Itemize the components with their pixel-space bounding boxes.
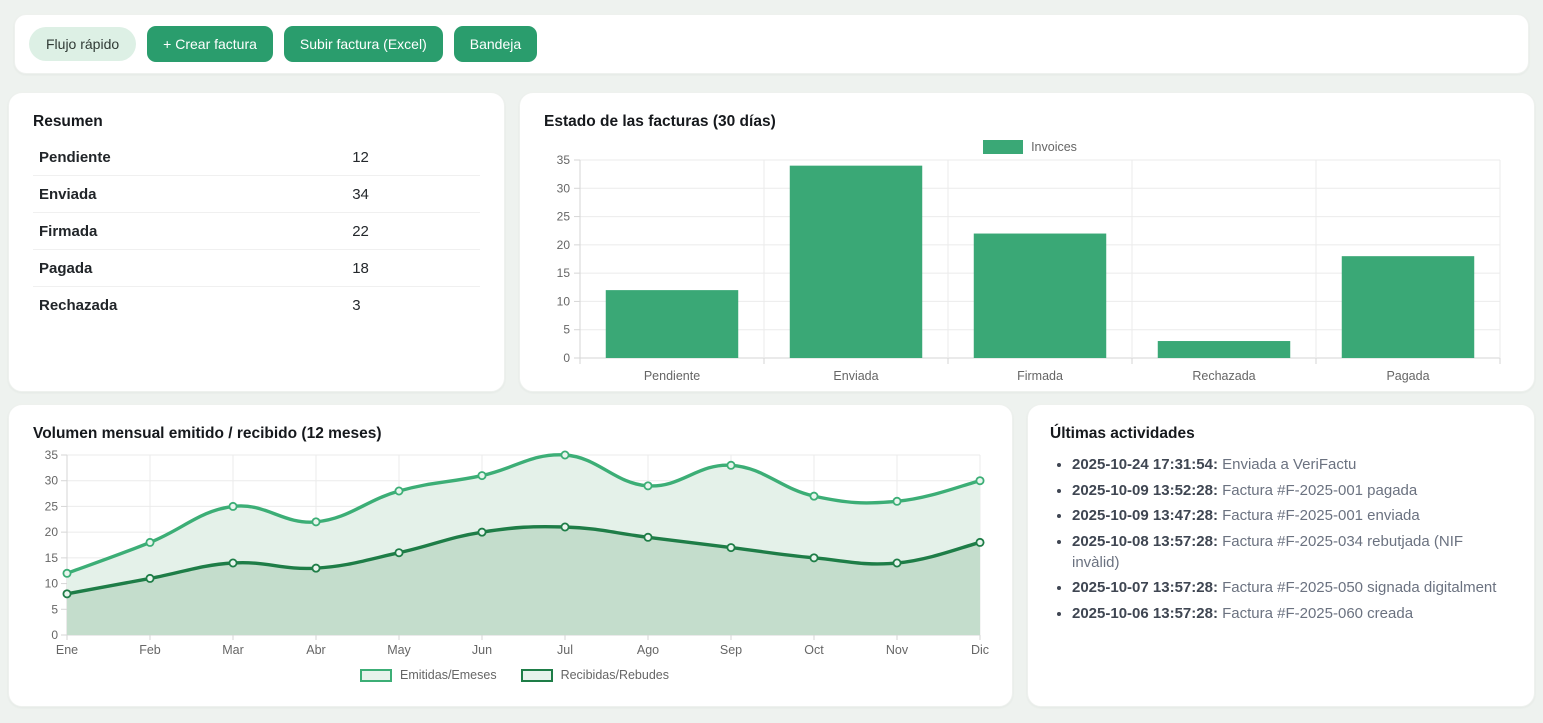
summary-value: 12 [352, 149, 369, 166]
svg-text:Feb: Feb [139, 643, 161, 657]
activities-title: Últimas actividades [1050, 425, 1195, 442]
quick-flow-pill[interactable]: Flujo rápido [29, 27, 137, 61]
summary-value: 22 [352, 223, 369, 240]
line-legend-label: Emitidas/Emeses [400, 668, 497, 682]
monthly-volume-line-chart: 0 5 10 15 20 25 30 35 Ene Feb Mar Abr May Jun Jul Ago Se… [33, 448, 996, 666]
activity-item: 2025-10-24 17:31:54: Enviada a VeriFactu [1072, 454, 1512, 475]
svg-text:Rechazada: Rechazada [1192, 369, 1255, 383]
bar-chart-legend: Invoices [544, 140, 1516, 154]
svg-text:30: 30 [557, 181, 571, 195]
activity-item: 2025-10-09 13:52:28: Factura #F-2025-001… [1072, 480, 1512, 501]
svg-text:5: 5 [51, 602, 58, 616]
svg-text:5: 5 [563, 323, 570, 337]
summary-value: 18 [352, 260, 369, 277]
toolbar: Flujo rápido + Crear factura Subir factu… [14, 14, 1529, 74]
summary-table: Pendiente 12 Enviada 34 Firmada 22 Pagada 18 Rec… [33, 139, 480, 323]
summary-value: 34 [352, 186, 369, 203]
line-legend-item-1: Recibidas/Rebudes [520, 668, 669, 682]
activity-timestamp: 2025-10-24 17:31:54: [1072, 456, 1218, 473]
svg-text:Abr: Abr [306, 643, 325, 657]
svg-text:15: 15 [557, 266, 571, 280]
invoice-status-chart-card: Estado de las facturas (30 días) Invoice… [519, 92, 1535, 392]
summary-row: Resumen Pendiente 12 Enviada 34 Firmada 22 Pag… [8, 92, 1535, 392]
detail-row: Volumen mensual emitido / recibido (12 m… [8, 404, 1535, 707]
bar-chart-title: Estado de las facturas (30 días) [544, 113, 776, 130]
bar-chart-svg: 0 5 10 15 20 25 30 35 Pendiente Enviada Firmada Rec… [557, 153, 1501, 383]
invoices-legend-item: Invoices [983, 140, 1077, 154]
activity-item: 2025-10-07 13:57:28: Factura #F-2025-050… [1072, 577, 1512, 598]
inbox-button[interactable]: Bandeja [453, 26, 538, 62]
svg-text:25: 25 [45, 499, 59, 513]
svg-text:Enviada: Enviada [833, 369, 878, 383]
line-chart-legend: Emitidas/Emeses Recibidas/Rebudes [33, 668, 996, 682]
activities-card: Últimas actividades 2025-10-24 17:31:54:… [1027, 404, 1535, 707]
activity-timestamp: 2025-10-08 13:57:28: [1072, 532, 1218, 550]
summary-value: 3 [352, 297, 361, 314]
svg-text:Dic: Dic [971, 643, 989, 657]
svg-text:Nov: Nov [886, 643, 909, 657]
activity-timestamp: 2025-10-09 13:52:28: [1072, 481, 1218, 499]
svg-text:Ago: Ago [637, 643, 659, 657]
svg-text:10: 10 [557, 294, 571, 308]
upload-invoice-button[interactable]: Subir factura (Excel) [283, 26, 443, 62]
monthly-volume-chart-card: Volumen mensual emitido / recibido (12 m… [8, 404, 1013, 707]
summary-title: Resumen [33, 113, 103, 130]
summary-label: Pendiente [39, 149, 111, 166]
svg-text:25: 25 [557, 210, 571, 224]
summary-row-rechazada: Rechazada 3 [33, 287, 480, 323]
activity-item: 2025-10-06 13:57:28: Factura #F-2025-060… [1072, 603, 1512, 624]
invoices-legend-swatch [983, 140, 1024, 154]
svg-text:Firmada: Firmada [1017, 369, 1063, 383]
summary-row-pendiente: Pendiente 12 [33, 139, 480, 176]
summary-row-enviada: Enviada 34 [33, 176, 480, 213]
summary-label: Enviada [39, 186, 97, 203]
line-legend-item-0: Emitidas/Emeses [360, 668, 497, 682]
svg-text:10: 10 [45, 577, 59, 591]
svg-text:20: 20 [45, 525, 59, 539]
svg-text:Sep: Sep [720, 643, 742, 657]
line-chart-svg: 0 5 10 15 20 25 30 35 Ene Feb Mar Abr May Jun Jul Ago Se… [45, 448, 989, 657]
line-legend-swatch [360, 668, 393, 682]
summary-label: Firmada [39, 223, 98, 240]
summary-row-pagada: Pagada 18 [33, 250, 480, 287]
svg-text:Ene: Ene [56, 643, 78, 657]
summary-card: Resumen Pendiente 12 Enviada 34 Firmada 22 Pag… [8, 92, 505, 392]
summary-label: Pagada [39, 260, 93, 277]
svg-text:Oct: Oct [804, 643, 824, 657]
svg-text:Jun: Jun [472, 643, 492, 657]
svg-text:35: 35 [45, 449, 59, 462]
svg-text:Pagada: Pagada [1386, 369, 1429, 383]
line-legend-label: Recibidas/Rebudes [560, 668, 669, 682]
svg-text:May: May [387, 643, 411, 657]
summary-label: Rechazada [39, 297, 118, 314]
activity-timestamp: 2025-10-09 13:47:28: [1072, 507, 1218, 524]
invoice-status-bar-chart: 0 5 10 15 20 25 30 35 Pendiente Enviada Firmada Rec… [544, 153, 1516, 393]
summary-row-firmada: Firmada 22 [33, 213, 480, 250]
svg-text:Pendiente: Pendiente [644, 369, 700, 383]
invoices-legend-label: Invoices [1031, 140, 1077, 154]
svg-text:0: 0 [51, 628, 58, 642]
line-legend-swatch [520, 668, 553, 682]
activity-item: 2025-10-08 13:57:28: Factura #F-2025-034… [1072, 531, 1512, 573]
activities-list: 2025-10-24 17:31:54: Enviada a VeriFactu… [1072, 454, 1512, 624]
svg-text:30: 30 [45, 474, 59, 488]
svg-text:Mar: Mar [222, 643, 244, 657]
activity-item: 2025-10-09 13:47:28: Factura #F-2025-001… [1072, 505, 1512, 526]
line-chart-title: Volumen mensual emitido / recibido (12 m… [33, 425, 382, 442]
svg-text:15: 15 [45, 551, 59, 565]
activity-timestamp: 2025-10-07 13:57:28: [1072, 579, 1218, 596]
svg-text:Jul: Jul [557, 643, 573, 657]
activity-timestamp: 2025-10-06 13:57:28: [1072, 604, 1218, 622]
create-invoice-button[interactable]: + Crear factura [147, 26, 273, 62]
svg-text:20: 20 [557, 238, 571, 252]
svg-text:35: 35 [557, 154, 571, 167]
svg-text:0: 0 [563, 351, 570, 365]
